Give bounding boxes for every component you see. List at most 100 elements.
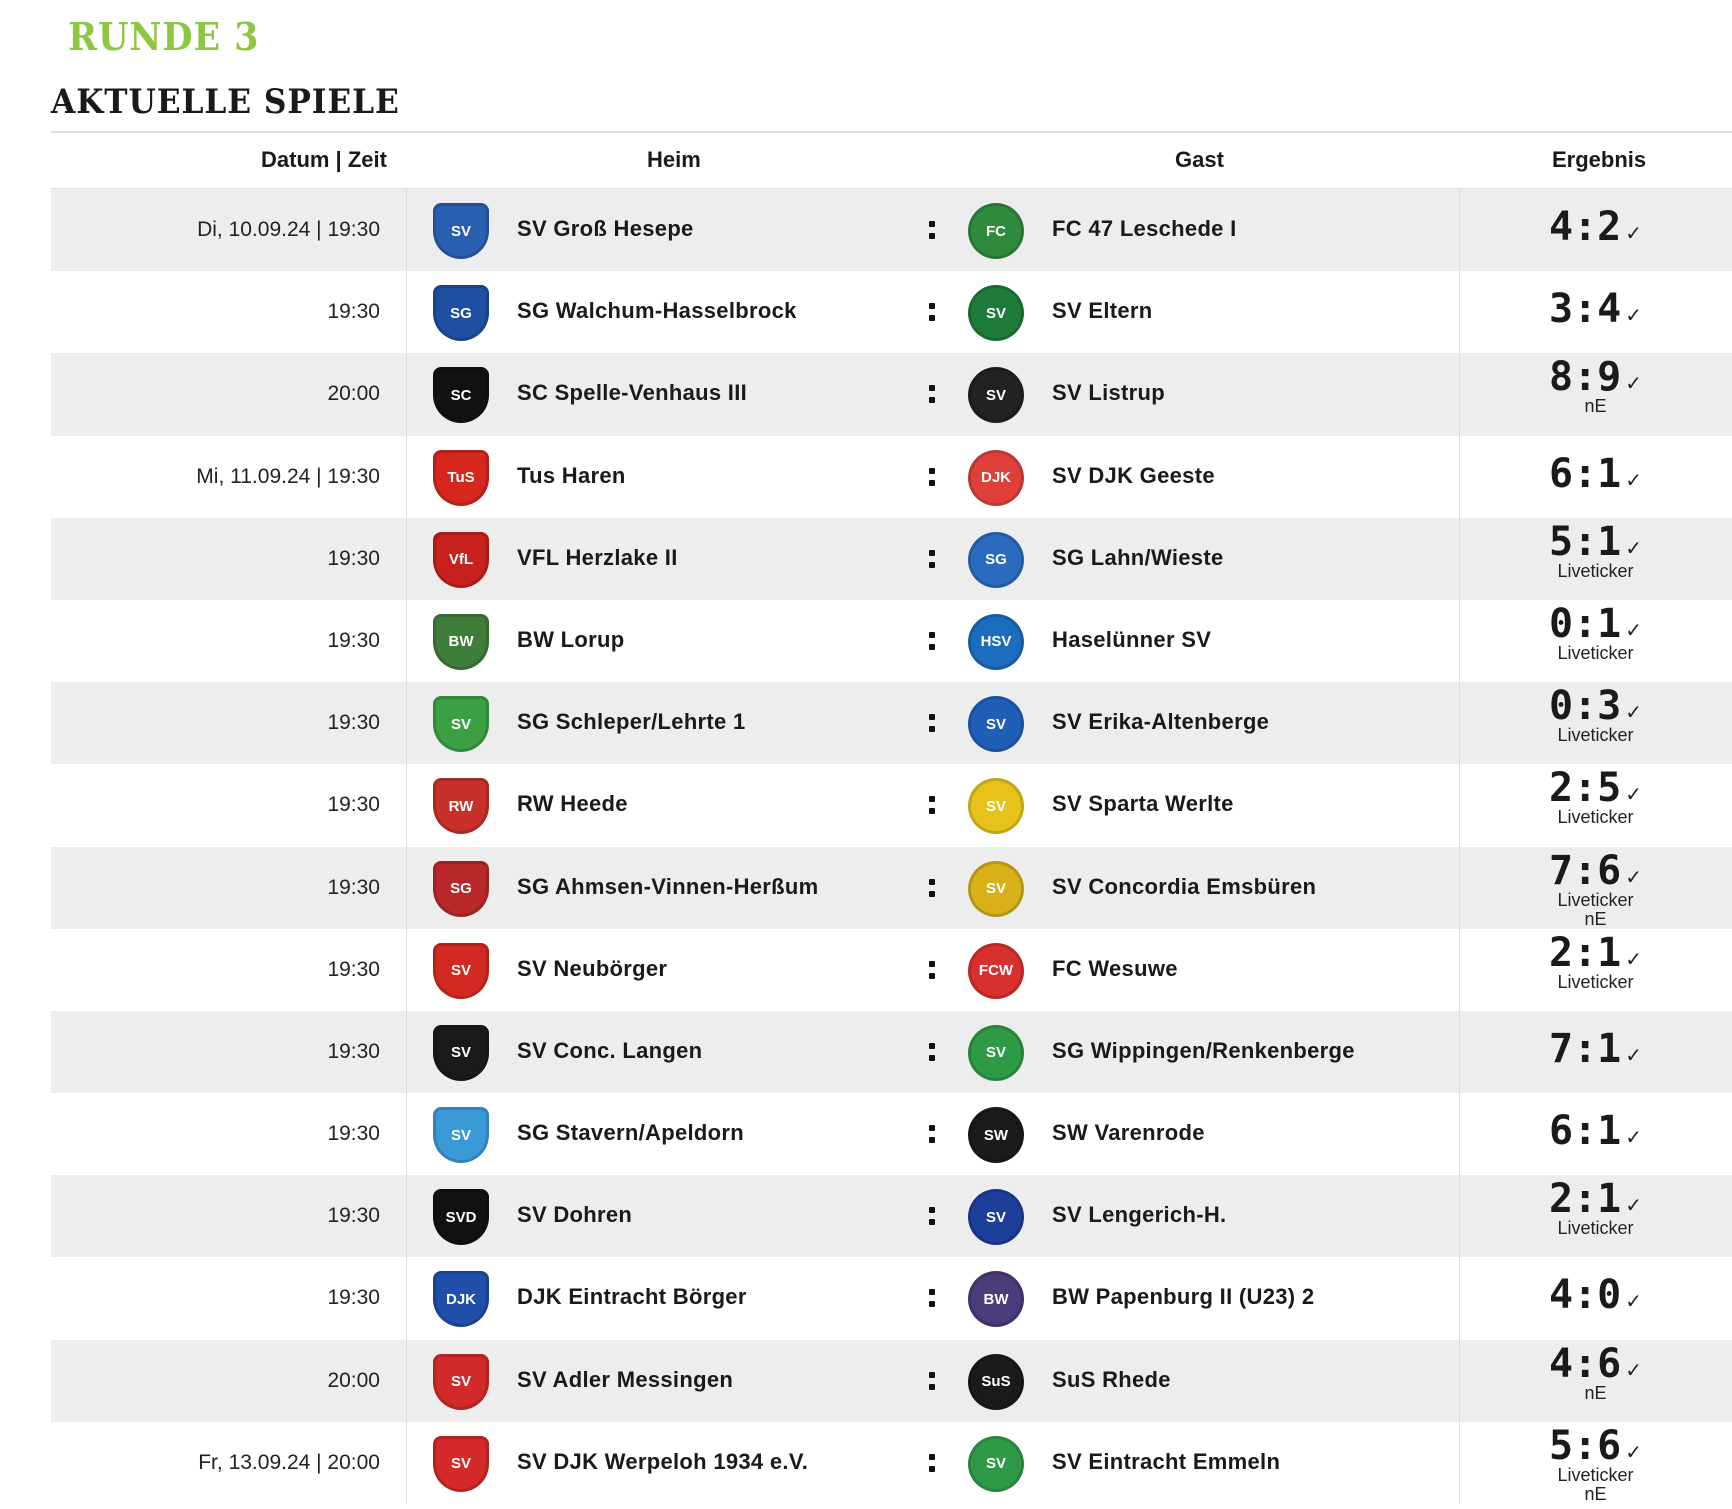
match-result[interactable]: 7:1 ✓ xyxy=(1459,1011,1732,1093)
table-row[interactable]: 20:00 SC SC Spelle-Venhaus III SV SV Lis… xyxy=(51,353,1732,436)
match-result[interactable]: 2:1 ✓ Liveticker xyxy=(1459,1175,1732,1257)
match-result[interactable]: 2:5 ✓ Liveticker xyxy=(1459,764,1732,846)
home-team-name[interactable]: Tus Haren xyxy=(517,462,626,488)
column-divider xyxy=(406,1175,407,1258)
table-row[interactable]: Fr, 13.09.24 | 20:00 SV SV DJK Werpeloh … xyxy=(51,1421,1732,1504)
away-team-name[interactable]: SV Concordia Emsbüren xyxy=(1052,873,1317,899)
home-team-logo-icon: RW xyxy=(433,778,489,835)
home-team-name[interactable]: SV Groß Hesepe xyxy=(517,216,694,241)
column-divider xyxy=(1459,271,1460,354)
table-row[interactable]: 19:30 DJK DJK Eintracht Börger BW BW Pap… xyxy=(51,1257,1732,1340)
match-result[interactable]: 0:1 ✓ Liveticker xyxy=(1459,600,1732,682)
column-divider xyxy=(406,1257,407,1340)
match-result[interactable]: 6:1 ✓ xyxy=(1459,1093,1732,1175)
table-row[interactable]: 20:00 SV SV Adler Messingen SuS SuS Rhed… xyxy=(51,1339,1732,1422)
table-row[interactable]: 19:30 VfL VFL Herzlake II SG SG Lahn/Wie… xyxy=(51,517,1732,600)
match-date: 19:30 xyxy=(327,1204,380,1228)
away-team-name[interactable]: SV Erika-Altenberge xyxy=(1052,709,1270,735)
score: 5:1 xyxy=(1548,518,1622,565)
column-divider xyxy=(406,928,407,1011)
home-team-name[interactable]: BW Lorup xyxy=(517,626,625,652)
away-team-name[interactable]: BW Papenburg II (U23) 2 xyxy=(1052,1284,1315,1310)
home-team-name[interactable]: SV Neubörger xyxy=(517,955,668,981)
table-row[interactable]: 19:30 SG SG Walchum-Hasselbrock SV SV El… xyxy=(51,271,1732,354)
away-team-logo-icon: SV xyxy=(968,860,1024,917)
match-date: 19:30 xyxy=(327,1286,380,1310)
vs-separator-icon xyxy=(929,712,935,734)
home-team-name[interactable]: SV Conc. Langen xyxy=(517,1037,703,1063)
home-team-name[interactable]: SG Stavern/Apeldorn xyxy=(517,1120,744,1146)
result-note: Liveticker xyxy=(1557,889,1634,910)
match-result[interactable]: 0:3 ✓ Liveticker xyxy=(1459,682,1732,764)
column-divider xyxy=(406,271,407,354)
table-row[interactable]: 19:30 RW RW Heede SV SV Sparta Werlte 2:… xyxy=(51,764,1732,847)
home-team-name[interactable]: SV Dohren xyxy=(517,1202,633,1228)
away-team-logo-icon: SV xyxy=(968,1435,1024,1492)
column-divider xyxy=(1459,682,1460,765)
home-team-name[interactable]: VFL Herzlake II xyxy=(517,544,678,570)
match-result[interactable]: 8:9 ✓ nE xyxy=(1459,353,1732,435)
check-icon: ✓ xyxy=(1625,537,1642,560)
table-row[interactable]: 19:30 SG SG Ahmsen-Vinnen-Herßum SV SV C… xyxy=(51,846,1732,929)
match-date: 19:30 xyxy=(327,1039,380,1063)
home-team-name[interactable]: SG Schleper/Lehrte 1 xyxy=(517,709,746,735)
away-team-name[interactable]: FC Wesuwe xyxy=(1052,955,1178,981)
column-divider xyxy=(406,189,407,272)
table-row[interactable]: 19:30 SV SV Conc. Langen SV SG Wippingen… xyxy=(51,1010,1732,1094)
match-result[interactable]: 5:6 ✓ Liveticker nE xyxy=(1459,1422,1732,1504)
match-result[interactable]: 4:2 ✓ xyxy=(1459,189,1732,271)
home-team-logo-icon: SV xyxy=(433,942,489,999)
score: 0:1 xyxy=(1548,600,1622,647)
home-team-logo-icon: SV xyxy=(433,1353,489,1410)
away-team-logo-icon: SV xyxy=(968,778,1024,835)
column-divider xyxy=(406,353,407,436)
away-team-name[interactable]: SG Lahn/Wieste xyxy=(1052,544,1224,570)
away-team-name[interactable]: FC 47 Leschede I xyxy=(1052,216,1237,241)
column-divider xyxy=(406,1093,407,1176)
home-team-name[interactable]: SG Walchum-Hasselbrock xyxy=(517,298,797,324)
away-team-name[interactable]: SW Varenrode xyxy=(1052,1120,1205,1146)
table-row[interactable]: 19:30 SV SV Neubörger FCW FC Wesuwe 2:1 ✓… xyxy=(51,928,1732,1011)
score: 3:4 xyxy=(1548,286,1622,333)
table-row[interactable]: 19:30 SV SG Schleper/Lehrte 1 SV SV Erik… xyxy=(51,682,1732,765)
check-icon: ✓ xyxy=(1625,866,1642,889)
column-divider xyxy=(406,435,407,518)
home-team-name[interactable]: SV Adler Messingen xyxy=(517,1366,734,1392)
match-result[interactable]: 4:0 ✓ xyxy=(1459,1257,1732,1339)
home-team-name[interactable]: SV DJK Werpeloh 1934 e.V. xyxy=(517,1448,809,1474)
away-team-name[interactable]: SV Eltern xyxy=(1052,298,1153,324)
score: 4:6 xyxy=(1548,1340,1622,1387)
away-team-name[interactable]: SV Sparta Werlte xyxy=(1052,791,1234,817)
match-result[interactable]: 3:4 ✓ xyxy=(1459,271,1732,353)
match-result[interactable]: 5:1 ✓ Liveticker xyxy=(1459,518,1732,600)
away-team-name[interactable]: Haselünner SV xyxy=(1052,626,1212,652)
check-icon: ✓ xyxy=(1625,1359,1642,1382)
check-icon: ✓ xyxy=(1625,305,1642,328)
table-row[interactable]: 19:30 SV SG Stavern/Apeldorn SW SW Varen… xyxy=(51,1093,1732,1176)
match-result[interactable]: 2:1 ✓ Liveticker xyxy=(1459,929,1732,1011)
away-team-name[interactable]: SuS Rhede xyxy=(1052,1366,1171,1392)
match-result[interactable]: 4:6 ✓ nE xyxy=(1459,1340,1732,1422)
match-result[interactable]: 7:6 ✓ Liveticker nE xyxy=(1459,847,1732,929)
vs-separator-icon xyxy=(929,466,935,488)
home-team-logo-icon: DJK xyxy=(433,1271,489,1328)
away-team-logo-icon: FC xyxy=(968,203,1024,259)
home-team-name[interactable]: DJK Eintracht Börger xyxy=(517,1284,747,1310)
match-date: 19:30 xyxy=(327,711,380,735)
table-row[interactable]: Mi, 11.09.24 | 19:30 TuS Tus Haren DJK S… xyxy=(51,435,1732,518)
table-row[interactable]: 19:30 SVD SV Dohren SV SV Lengerich-H. 2… xyxy=(51,1175,1732,1258)
home-team-name[interactable]: RW Heede xyxy=(517,791,628,817)
away-team-name[interactable]: SV Lengerich-H. xyxy=(1052,1202,1227,1228)
table-row[interactable]: Di, 10.09.24 | 19:30 SV SV Groß Hesepe F… xyxy=(51,189,1732,272)
home-team-name[interactable]: SC Spelle-Venhaus III xyxy=(517,380,748,406)
table-row[interactable]: 19:30 BW BW Lorup HSV Haselünner SV 0:1 ✓… xyxy=(51,599,1732,683)
away-team-name[interactable]: SV DJK Geeste xyxy=(1052,462,1215,488)
away-team-name[interactable]: SG Wippingen/Renkenberge xyxy=(1052,1037,1355,1063)
away-team-name[interactable]: SV Eintracht Emmeln xyxy=(1052,1448,1281,1474)
column-divider xyxy=(1459,599,1460,683)
away-team-name[interactable]: SV Listrup xyxy=(1052,380,1166,406)
result-note: Liveticker xyxy=(1557,1218,1634,1239)
home-team-name[interactable]: SG Ahmsen-Vinnen-Herßum xyxy=(517,873,819,899)
match-result[interactable]: 6:1 ✓ xyxy=(1459,436,1732,518)
home-team-logo-icon: BW xyxy=(433,613,489,670)
